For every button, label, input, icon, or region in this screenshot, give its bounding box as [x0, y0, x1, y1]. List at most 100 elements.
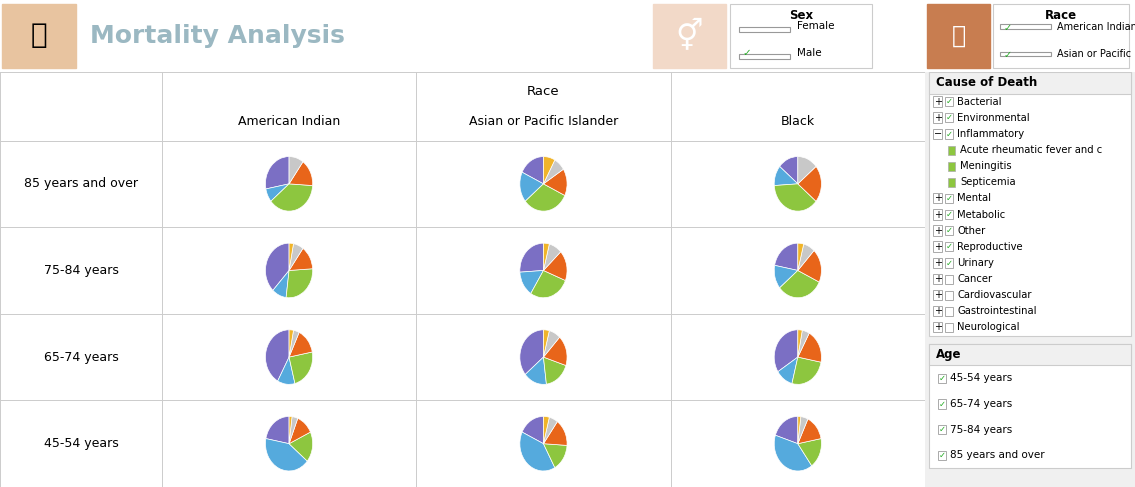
Bar: [938, 425, 945, 434]
Wedge shape: [775, 416, 798, 444]
Bar: [2, 3, 76, 69]
Text: +: +: [934, 113, 942, 123]
Bar: [945, 210, 953, 219]
Bar: [945, 323, 953, 332]
Wedge shape: [798, 417, 808, 444]
Wedge shape: [266, 416, 289, 444]
Wedge shape: [774, 184, 816, 211]
Text: +: +: [934, 97, 942, 107]
Text: 75-84 years: 75-84 years: [43, 264, 118, 277]
Text: +: +: [934, 193, 942, 204]
Text: Meningitis: Meningitis: [960, 161, 1012, 171]
Bar: [948, 162, 955, 171]
Wedge shape: [278, 357, 295, 384]
Wedge shape: [289, 330, 300, 357]
Text: 45-54 years: 45-54 years: [950, 374, 1012, 383]
Bar: [739, 54, 790, 59]
Wedge shape: [266, 157, 289, 189]
Text: Black: Black: [781, 115, 815, 128]
Text: +: +: [934, 274, 942, 284]
Wedge shape: [780, 157, 798, 184]
Bar: [933, 274, 942, 284]
Wedge shape: [792, 357, 821, 384]
Text: Age: Age: [935, 348, 961, 361]
Text: +: +: [934, 258, 942, 268]
Bar: [933, 96, 942, 107]
Text: ✓: ✓: [939, 399, 945, 409]
Wedge shape: [774, 167, 798, 186]
Wedge shape: [520, 432, 555, 471]
Text: ✓: ✓: [947, 194, 953, 203]
Text: Mental: Mental: [957, 193, 991, 204]
Wedge shape: [798, 419, 821, 444]
Text: ✓: ✓: [947, 97, 953, 106]
Bar: [933, 193, 942, 204]
Text: ✓: ✓: [1003, 51, 1011, 60]
Bar: [1000, 52, 1051, 56]
Wedge shape: [266, 330, 289, 381]
Text: 65-74 years: 65-74 years: [950, 399, 1012, 409]
Text: 65-74 years: 65-74 years: [43, 351, 118, 364]
Text: 75-84 years: 75-84 years: [950, 425, 1012, 435]
Wedge shape: [544, 337, 568, 366]
Bar: [930, 72, 1130, 336]
Bar: [930, 344, 1130, 365]
Wedge shape: [774, 435, 812, 471]
Wedge shape: [289, 244, 303, 270]
Bar: [1000, 24, 1051, 29]
Text: Other: Other: [957, 226, 985, 236]
Wedge shape: [271, 184, 312, 211]
Bar: [933, 209, 942, 220]
Text: ✓: ✓: [947, 226, 953, 235]
Wedge shape: [544, 330, 549, 357]
Text: ✓: ✓: [939, 425, 945, 434]
Text: Neurological: Neurological: [957, 322, 1019, 333]
Bar: [730, 3, 872, 69]
Text: 85 years and over: 85 years and over: [950, 450, 1044, 461]
Bar: [933, 225, 942, 236]
Wedge shape: [774, 265, 798, 288]
Text: 85 years and over: 85 years and over: [24, 177, 138, 190]
Text: 👥: 👥: [951, 24, 966, 48]
Wedge shape: [526, 184, 565, 211]
Text: Cause of Death: Cause of Death: [935, 76, 1036, 89]
Wedge shape: [272, 270, 289, 298]
Wedge shape: [266, 243, 289, 290]
Text: +: +: [934, 209, 942, 220]
Wedge shape: [544, 331, 560, 357]
Wedge shape: [289, 416, 292, 444]
Text: 🙌: 🙌: [31, 20, 48, 49]
Wedge shape: [544, 416, 549, 444]
Wedge shape: [520, 172, 544, 201]
Bar: [933, 322, 942, 333]
Text: ✓: ✓: [947, 243, 953, 251]
Text: Cancer: Cancer: [957, 274, 992, 284]
Text: ⚥: ⚥: [675, 20, 704, 52]
Bar: [938, 451, 945, 460]
Bar: [945, 113, 953, 122]
Wedge shape: [544, 417, 557, 444]
Wedge shape: [798, 330, 802, 357]
Bar: [933, 258, 942, 268]
Text: Race: Race: [527, 85, 560, 98]
Text: ✓: ✓: [742, 48, 751, 58]
Wedge shape: [780, 270, 819, 298]
Text: Asian or Pacific Islander: Asian or Pacific Islander: [469, 115, 619, 128]
Bar: [945, 226, 953, 235]
Wedge shape: [522, 416, 544, 444]
Bar: [945, 259, 953, 267]
Bar: [945, 130, 953, 138]
Bar: [938, 374, 945, 383]
Wedge shape: [289, 243, 294, 270]
Text: +: +: [934, 322, 942, 333]
Wedge shape: [544, 157, 555, 184]
Text: Urinary: Urinary: [957, 258, 994, 268]
Wedge shape: [777, 357, 798, 383]
Text: ✓: ✓: [939, 451, 945, 460]
Text: ✓: ✓: [1003, 23, 1011, 33]
Wedge shape: [774, 330, 798, 372]
Bar: [933, 306, 942, 317]
Text: ✓: ✓: [947, 259, 953, 267]
Bar: [933, 112, 942, 123]
Text: Male: Male: [797, 48, 822, 58]
